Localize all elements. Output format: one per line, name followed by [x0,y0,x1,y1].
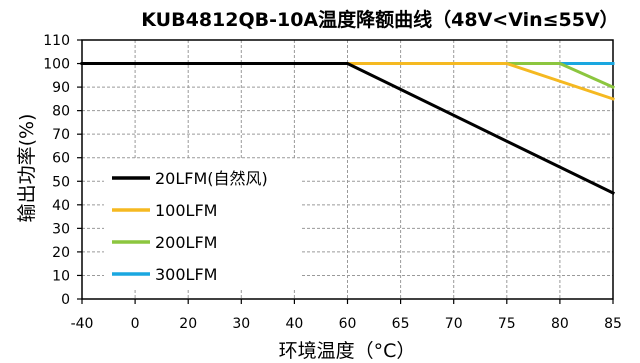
y-tick-label: 10 [52,268,70,284]
y-tick-label: 110 [43,33,70,49]
legend: 20LFM(自然风) 100LFM 200LFM 300LFM [104,160,300,290]
x-tick-label: 70 [445,316,463,332]
y-tick-label: 50 [52,174,70,190]
x-tick-label: 65 [392,316,410,332]
x-tick-label: 20 [179,316,197,332]
series-line-20lfm [80,62,616,196]
x-tick-label: -40 [71,316,94,332]
y-tick-label: 0 [61,292,70,308]
x-tick-label: 80 [551,316,569,332]
legend-label: 300LFM [155,265,217,284]
legend-label: 200LFM [155,233,217,252]
x-axis-label: 环境温度（°C） [279,340,416,362]
legend-box [104,160,300,290]
chart-title: KUB4812QB-10A温度降额曲线（48V<Vin≤55V） [141,8,618,31]
series-lines [80,62,616,196]
x-tick-label: 85 [604,316,622,332]
y-axis-label: 输出功率(%) [16,114,38,223]
y-tick-label: 90 [52,80,70,96]
axes [77,39,614,304]
x-tick-label: 0 [131,316,140,332]
y-tick-label: 20 [52,245,70,261]
y-tick-label: 80 [52,104,70,120]
legend-label: 100LFM [155,201,217,220]
y-tick-label: 60 [52,151,70,167]
legend-label: 20LFM(自然风) [155,169,268,188]
y-tick-label: 40 [52,198,70,214]
y-tick-label: 70 [52,127,70,143]
x-tick-label: 40 [285,316,303,332]
y-tick-label: 100 [43,57,70,73]
x-tick-label: 75 [498,316,516,332]
x-tick-label: 60 [339,316,357,332]
x-tick-label: 30 [232,316,250,332]
y-tick-label: 30 [52,221,70,237]
